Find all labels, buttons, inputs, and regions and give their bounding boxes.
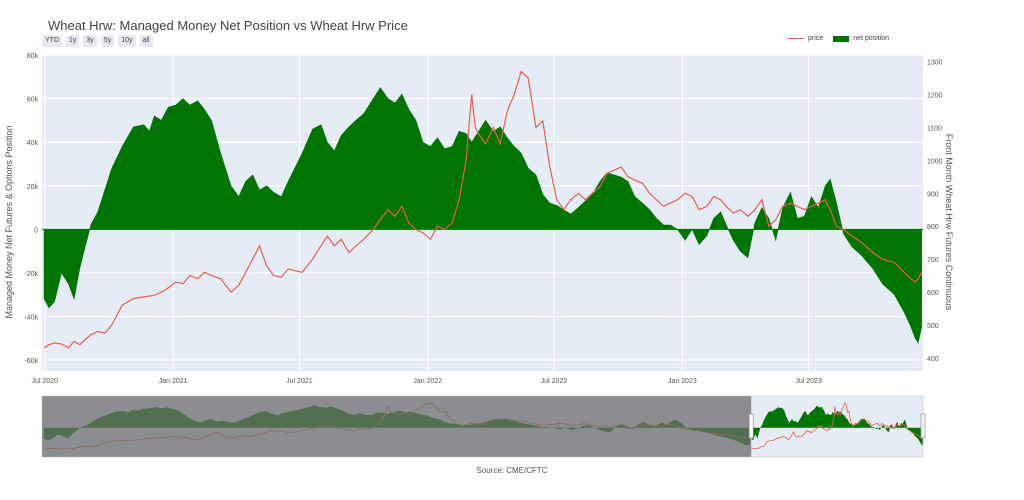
x-tick-label: Jul 2022	[541, 378, 568, 385]
rangeslider-frame	[41, 395, 924, 458]
y-tick-label: -60k	[24, 358, 38, 365]
source-note: Source: CME/CFTC	[476, 466, 548, 475]
range-button-5y[interactable]: 5y	[100, 35, 115, 47]
x-tick-label: Jan 2023	[668, 378, 697, 385]
y-tick-label: 60k	[27, 97, 39, 104]
net-position-area	[43, 87, 922, 344]
x-tick-label: Jul 2020	[32, 378, 59, 385]
range-button-10y[interactable]: 10y	[118, 35, 136, 47]
legend-swatch-net-position	[833, 35, 850, 42]
y-tick-label: -20k	[24, 271, 38, 278]
legend: price net position	[788, 35, 899, 42]
x-tick-label: Jul 2021	[286, 378, 313, 385]
y2-tick-label: 400	[927, 356, 939, 363]
y2-tick-label: 500	[927, 323, 939, 330]
y2-tick-label: 600	[927, 290, 939, 297]
price-line	[43, 70, 923, 349]
range-button-ytd[interactable]: YTD	[42, 35, 62, 47]
y2-tick-label: 800	[927, 224, 939, 231]
rangeslider-mask	[42, 396, 752, 457]
range-button-1y[interactable]: 1y	[66, 35, 80, 47]
y2-tick-label: 1000	[927, 158, 943, 165]
x-tick-label: Jan 2021	[159, 378, 188, 385]
x-tick-label: Jan 2022	[413, 378, 442, 385]
legend-label-price: price	[808, 35, 824, 42]
legend-label-net-position: net position	[853, 35, 889, 42]
x-tick-label: Jul 2023	[795, 378, 822, 385]
y-tick-label: 80k	[27, 53, 39, 60]
y2-tick-label: 1300	[927, 60, 943, 67]
y2-tick-label: 1100	[927, 125, 942, 132]
y-tick-label: -40k	[24, 315, 38, 322]
rangeslider-net-area	[751, 405, 923, 446]
range-button-3y[interactable]: 3y	[83, 35, 97, 47]
chart-title: Wheat Hrw: Managed Money Net Position vs…	[48, 18, 408, 33]
legend-item-net-position[interactable]: net position	[833, 35, 889, 42]
legend-swatch-price	[788, 38, 804, 39]
legend-item-price[interactable]: price	[788, 35, 823, 42]
y-tick-label: 40k	[27, 140, 39, 147]
y2-tick-label: 700	[927, 257, 939, 264]
rangeslider-handle-left[interactable]	[748, 413, 754, 439]
range-selector: YTD 1y 3y 5y 10y all	[42, 35, 153, 47]
y2-tick-label: 1200	[927, 93, 943, 100]
y-tick-label: 0	[34, 227, 38, 234]
y2-tick-label: 900	[927, 191, 939, 198]
y-tick-label: 20k	[27, 184, 39, 191]
rangeslider-price-line	[751, 402, 924, 450]
range-button-all[interactable]: all	[139, 35, 153, 47]
